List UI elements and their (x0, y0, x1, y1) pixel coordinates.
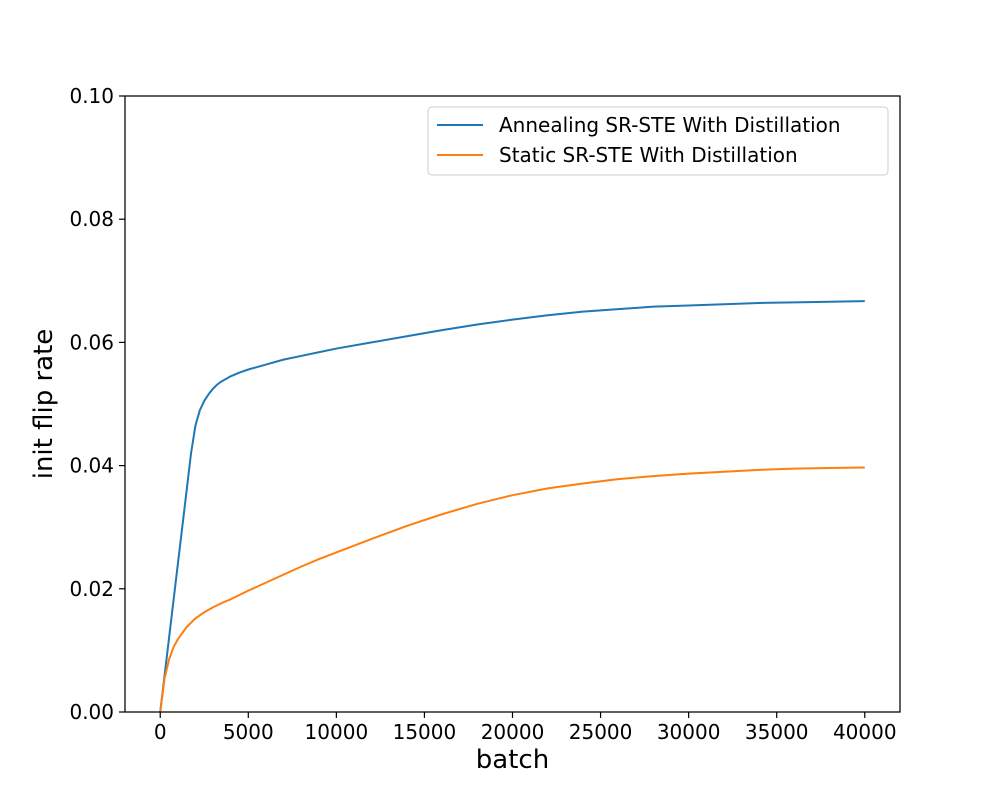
x-axis-ticks: 0 5000 10000 15000 20000 25000 30000 35000 40000 (154, 712, 897, 744)
x-tick-label: 15000 (393, 720, 457, 744)
y-tick-label: 0.06 (69, 330, 114, 354)
plot-frame (124, 95, 901, 713)
x-tick-label: 0 (154, 720, 167, 744)
x-tick-label: 25000 (569, 720, 633, 744)
y-tick-label: 0.10 (69, 84, 114, 108)
series-lines (159, 300, 865, 713)
y-tick-label: 0.08 (69, 207, 114, 231)
y-axis-ticks: 0.00 0.02 0.04 0.06 0.08 0.10 (69, 84, 125, 724)
y-tick-label: 0.04 (69, 454, 114, 478)
legend-label-annealing: Annealing SR-STE With Distillation (499, 113, 841, 137)
x-axis-label: batch (476, 745, 549, 775)
y-axis-label: init flip rate (29, 329, 59, 480)
x-tick-label: 5000 (223, 720, 274, 744)
y-tick-label: 0.00 (69, 700, 114, 724)
legend-label-static: Static SR-STE With Distillation (499, 143, 798, 167)
series-line-annealing (159, 300, 865, 713)
series-line-static (159, 466, 865, 713)
x-tick-label: 20000 (481, 720, 545, 744)
y-tick-label: 0.02 (69, 577, 114, 601)
x-tick-label: 35000 (745, 720, 809, 744)
legend: Annealing SR-STE With Distillation Stati… (427, 106, 889, 176)
x-tick-label: 40000 (833, 720, 897, 744)
legend-box (427, 106, 889, 176)
x-tick-label: 10000 (305, 720, 369, 744)
x-tick-label: 30000 (657, 720, 721, 744)
